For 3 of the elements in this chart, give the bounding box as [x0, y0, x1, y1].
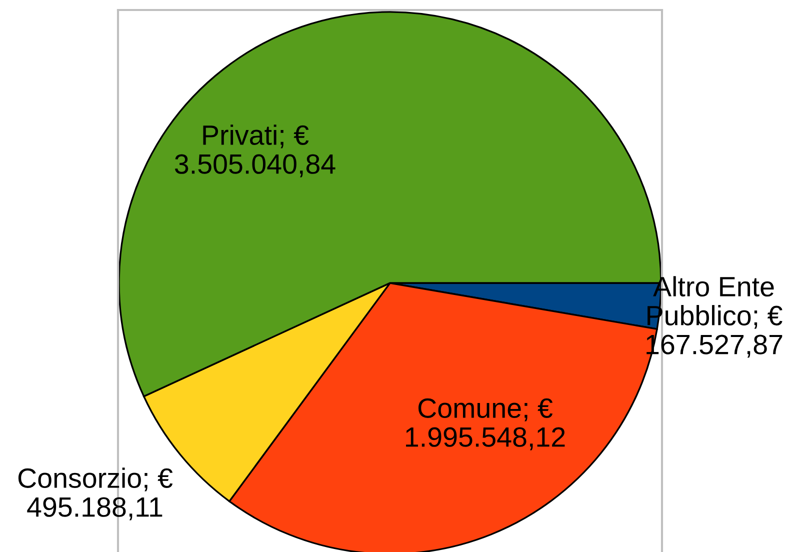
slice-label: Privati; € 3.505.040,84: [174, 124, 336, 178]
slice-label: Comune; € 1.995.548,12: [406, 398, 565, 450]
slice-label: Consorzio; € 495.188,11: [18, 468, 173, 520]
